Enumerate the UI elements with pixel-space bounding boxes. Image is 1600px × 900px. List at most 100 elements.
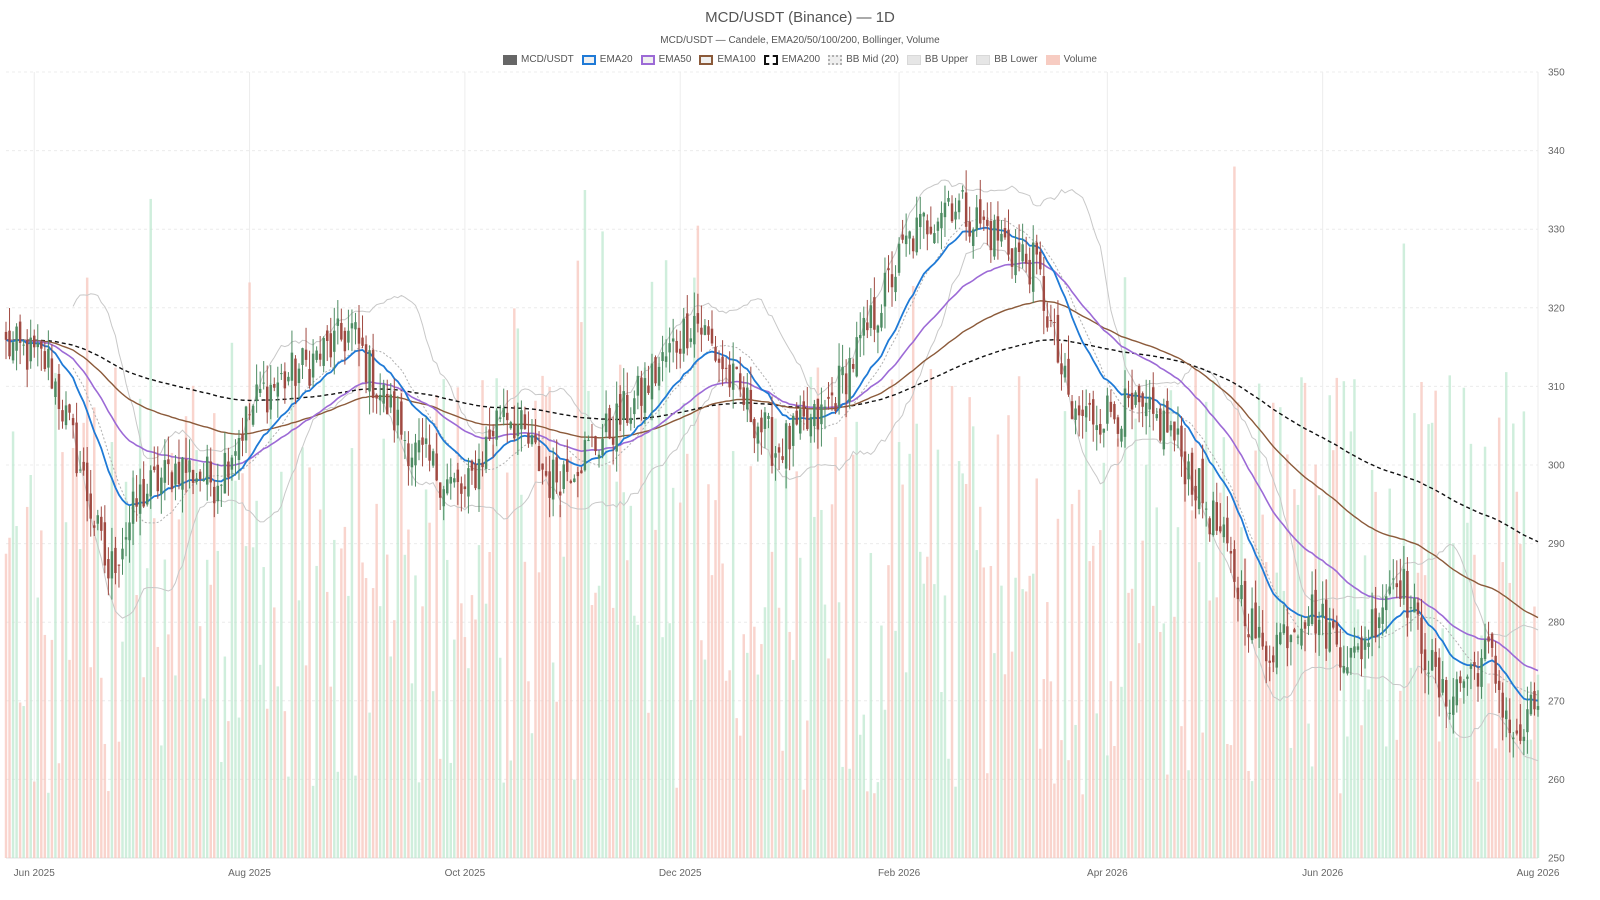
candle-body: [1388, 586, 1391, 594]
legend-label-ema50: EMA50: [658, 54, 692, 65]
candle-body: [788, 425, 791, 450]
candle-body: [784, 423, 788, 469]
candle-body: [1533, 691, 1536, 710]
volume-bar: [855, 421, 858, 858]
candle-body: [1088, 402, 1091, 405]
candle-body: [1056, 314, 1060, 363]
y-tick-label: 330: [1548, 225, 1565, 236]
volume-bar: [333, 539, 336, 858]
legend-item-bb_mid[interactable]: BB Mid (20): [828, 54, 899, 65]
candle-body: [1409, 607, 1413, 609]
candle-body: [1430, 650, 1434, 671]
volume-bar: [1272, 402, 1275, 858]
volume-bar: [580, 322, 583, 858]
candle-body: [823, 406, 827, 409]
candle-body: [460, 483, 463, 494]
candle-body: [33, 335, 36, 348]
candle-body: [414, 442, 417, 466]
candle-body: [477, 458, 481, 490]
volume-bar: [213, 413, 216, 858]
legend-swatch-candles: [503, 54, 518, 65]
legend-item-bb_lower[interactable]: BB Lower: [976, 54, 1038, 65]
volume-bar: [915, 423, 918, 858]
volume-bar: [710, 575, 714, 858]
y-tick-label: 310: [1548, 382, 1565, 393]
candle-body: [996, 216, 1000, 241]
volume-bar: [8, 537, 11, 858]
candle-body: [71, 418, 75, 426]
volume-bar: [1522, 411, 1526, 858]
legend-item-ema20[interactable]: EMA20: [581, 54, 633, 65]
candle-body: [283, 371, 287, 389]
volume-bar: [1187, 770, 1190, 858]
volume-bar: [1519, 544, 1522, 858]
candle-body: [57, 373, 61, 410]
candle-body: [1113, 404, 1116, 420]
candle-body: [227, 461, 230, 478]
volume-bar: [71, 447, 75, 858]
candle-body: [301, 348, 304, 365]
volume-bar: [795, 471, 798, 858]
candle-body: [156, 464, 160, 492]
candle-body: [601, 438, 604, 456]
candle-body: [167, 459, 170, 465]
volume-bar: [1014, 577, 1017, 858]
volume-bar: [1017, 376, 1021, 858]
volume-bar: [138, 398, 142, 858]
candle-body: [731, 363, 735, 390]
candle-body: [138, 484, 142, 514]
legend-item-ema100[interactable]: EMA100: [699, 54, 756, 65]
candle-body: [544, 471, 548, 476]
candle-body: [202, 479, 205, 482]
candle-body: [1452, 696, 1455, 715]
candle-body: [1328, 622, 1331, 652]
candle-body: [548, 471, 551, 498]
candle-body: [1077, 405, 1081, 416]
candle-body: [1296, 636, 1300, 638]
volume-bar: [403, 554, 407, 858]
volume-bar: [163, 559, 167, 858]
candle-body: [488, 429, 491, 440]
volume-bar: [820, 509, 823, 858]
volume-bar: [746, 652, 749, 858]
candle-body: [1049, 319, 1053, 321]
volume-bar: [149, 198, 152, 859]
legend-item-ema200[interactable]: EMA200: [763, 54, 820, 65]
legend-item-candles[interactable]: MCD/USDT: [503, 54, 574, 65]
legend-item-ema50[interactable]: EMA50: [640, 54, 692, 65]
candle-body: [142, 478, 145, 507]
candle-body: [110, 551, 114, 579]
candle-body: [1310, 594, 1314, 625]
candle-body: [763, 412, 767, 429]
candle-body: [1349, 647, 1353, 658]
volume-bar: [1102, 462, 1106, 858]
volume-bar: [273, 607, 276, 858]
candle-body: [357, 327, 361, 344]
candle-body: [198, 471, 202, 480]
candle-body: [781, 456, 784, 460]
candle-body: [1473, 662, 1476, 667]
volume-bar: [195, 450, 198, 858]
legend-item-bb_upper[interactable]: BB Upper: [906, 54, 968, 65]
candle-body: [1392, 578, 1395, 580]
candle-body: [1332, 621, 1335, 628]
volume-bar: [1536, 674, 1540, 858]
volume-bar: [407, 529, 410, 858]
legend-item-volume[interactable]: Volume: [1045, 54, 1097, 65]
volume-bar: [378, 606, 382, 858]
candle-body: [230, 457, 234, 470]
legend-label-ema100: EMA100: [717, 54, 756, 65]
candle-body: [989, 220, 993, 251]
candle-body: [664, 356, 668, 362]
candle-body: [1335, 621, 1339, 645]
candle-body: [851, 364, 855, 369]
candle-body: [647, 385, 650, 393]
candle-body: [1102, 428, 1106, 433]
candle-body: [590, 436, 594, 438]
candle-body: [1063, 365, 1067, 378]
candle-body: [364, 344, 368, 383]
candle-body: [1074, 408, 1077, 420]
candle-body: [1346, 667, 1349, 674]
candle-body: [1173, 421, 1176, 441]
volume-bar: [1487, 683, 1490, 858]
